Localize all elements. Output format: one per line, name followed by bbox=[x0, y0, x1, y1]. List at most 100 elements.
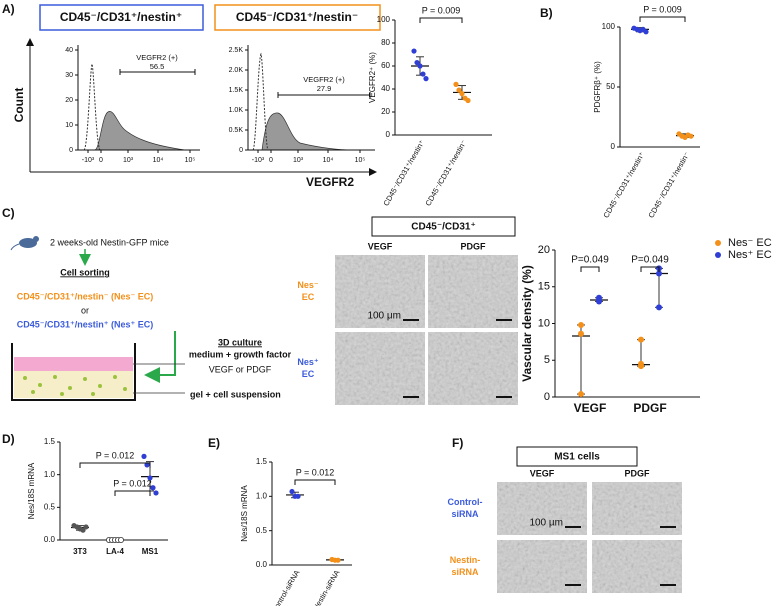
panel-labels: A) B) C) D) E) F) bbox=[2, 2, 553, 450]
row-label: EC bbox=[302, 292, 315, 302]
point bbox=[295, 493, 301, 499]
point bbox=[578, 391, 584, 398]
legend-label: Nes⁺ EC bbox=[728, 249, 772, 261]
x-tick-label: CD45⁻/CD31⁺/nestin⁺ bbox=[381, 138, 426, 207]
population-title: CD45⁻/CD31⁺/nestin⁺ bbox=[60, 10, 182, 24]
x-tick-label: 3T3 bbox=[73, 547, 87, 556]
axis-label: VEGFR2 bbox=[306, 175, 354, 189]
y-tick-label: 20 bbox=[381, 107, 390, 116]
y-axis-label: PDGFRβ⁺ (%) bbox=[593, 61, 602, 113]
y-tick-label: 0 bbox=[544, 391, 550, 403]
panel-label: E) bbox=[208, 436, 220, 450]
x-tick-label: CD45⁻/CD31⁺/nestin⁻ bbox=[423, 138, 468, 207]
point bbox=[638, 363, 644, 370]
cells bbox=[23, 375, 127, 396]
p-value: P = 0.009 bbox=[643, 4, 682, 14]
column-label: VEGF bbox=[368, 241, 393, 251]
flow-panel: CD45⁻/CD31⁺/nestin⁺ CD45⁻/CD31⁺/nestin⁻ … bbox=[12, 4, 381, 189]
gate-percent: 56.5 bbox=[150, 62, 165, 71]
medium bbox=[14, 357, 133, 371]
y-tick-label: 5 bbox=[544, 354, 550, 366]
x-tick-label: 10³ bbox=[123, 157, 134, 164]
bracket bbox=[639, 16, 686, 22]
p-value: P=0.049 bbox=[631, 255, 669, 266]
y-tick-label: 30 bbox=[65, 72, 73, 79]
y-tick-label: 100 bbox=[602, 22, 616, 31]
y-tick-label: 0 bbox=[69, 147, 73, 154]
mouse-icon bbox=[19, 238, 37, 248]
p-value: P = 0.012 bbox=[296, 467, 335, 477]
row-label: siRNA bbox=[451, 509, 479, 519]
y-tick-label: 1.0 bbox=[44, 470, 56, 479]
x-tick-label: 10⁵ bbox=[185, 157, 196, 164]
point bbox=[153, 490, 159, 496]
column-label: PDGF bbox=[460, 241, 486, 251]
bracket bbox=[79, 462, 151, 468]
gate-label: VEGFR2 (+) bbox=[303, 75, 345, 84]
y-tick-label: 15 bbox=[538, 281, 550, 293]
micrograph-texture bbox=[335, 255, 425, 328]
point bbox=[411, 48, 417, 54]
legend-marker bbox=[715, 240, 721, 246]
y-tick-label: 0.5 bbox=[44, 502, 56, 511]
header: MS1 cells bbox=[554, 452, 600, 463]
y-tick-label: 60 bbox=[381, 61, 390, 70]
legend-label: Nes⁻ EC bbox=[728, 237, 772, 249]
header-box bbox=[371, 216, 516, 237]
panel-label: D) bbox=[2, 432, 15, 446]
micrograph-texture bbox=[428, 332, 518, 405]
panel-label: C) bbox=[2, 206, 15, 220]
y-tick-label: 40 bbox=[381, 84, 390, 93]
point bbox=[578, 321, 584, 328]
gate-percent: 27.9 bbox=[317, 84, 332, 93]
panel-label: A) bbox=[2, 2, 15, 16]
schematic-text: Cell sorting bbox=[60, 267, 110, 277]
p-value: P = 0.012 bbox=[113, 478, 152, 488]
x-tick-label: PDGF bbox=[633, 401, 666, 415]
row-label: Nes⁺ bbox=[297, 357, 319, 367]
x-tick-label: LA-4 bbox=[106, 547, 124, 556]
point bbox=[141, 453, 147, 459]
scale-label: 100 μm bbox=[367, 311, 401, 322]
y-tick-label: 10 bbox=[65, 122, 73, 129]
x-tick-label: CD45⁻/CD31⁺/nestin⁺ bbox=[601, 150, 646, 219]
header: CD45⁻/CD31⁺ bbox=[411, 222, 475, 233]
point bbox=[465, 97, 471, 104]
y-tick-label: 0 bbox=[239, 147, 243, 154]
point bbox=[144, 462, 150, 468]
isotype-histogram bbox=[83, 62, 101, 151]
panel-label: B) bbox=[540, 6, 553, 20]
row-label: Nestin- bbox=[450, 555, 481, 565]
point bbox=[289, 488, 295, 495]
row-label: siRNA bbox=[451, 567, 479, 577]
x-tick-label: 10⁴ bbox=[153, 157, 164, 164]
y-tick-label: 20 bbox=[65, 97, 73, 104]
x-tick-label: Nestin-siRNA bbox=[311, 568, 341, 606]
schematic-text: gel + cell suspension bbox=[190, 389, 281, 399]
y-tick-label: 50 bbox=[606, 82, 615, 91]
point bbox=[656, 304, 662, 311]
x-tick-label: -10³ bbox=[252, 157, 265, 164]
point bbox=[459, 91, 465, 97]
x-tick-label: 10³ bbox=[293, 157, 304, 164]
schematic: 2 weeks-old Nestin-GFP mice Cell sorting… bbox=[10, 236, 292, 401]
row-label: Control- bbox=[448, 497, 483, 507]
gate-label: VEGFR2 (+) bbox=[136, 53, 178, 62]
y-tick-label: 1.5K bbox=[229, 87, 244, 94]
row-label: EC bbox=[302, 369, 315, 379]
bracket bbox=[419, 17, 463, 23]
bracket bbox=[294, 479, 336, 485]
panel-label: F) bbox=[452, 436, 463, 450]
p-value: P=0.049 bbox=[571, 255, 609, 266]
population-title: CD45⁻/CD31⁺/nestin⁻ bbox=[236, 10, 358, 24]
micrograph-texture bbox=[428, 255, 518, 328]
y-tick-label: 0 bbox=[611, 142, 616, 151]
point bbox=[643, 29, 649, 35]
x-tick-label: 0 bbox=[99, 157, 103, 164]
x-tick-label: Control-siRNA bbox=[270, 568, 302, 606]
row-label: Nes⁻ bbox=[297, 280, 319, 290]
point bbox=[456, 87, 462, 93]
column-label: PDGF bbox=[624, 468, 650, 478]
y-tick-label: 80 bbox=[381, 38, 390, 47]
